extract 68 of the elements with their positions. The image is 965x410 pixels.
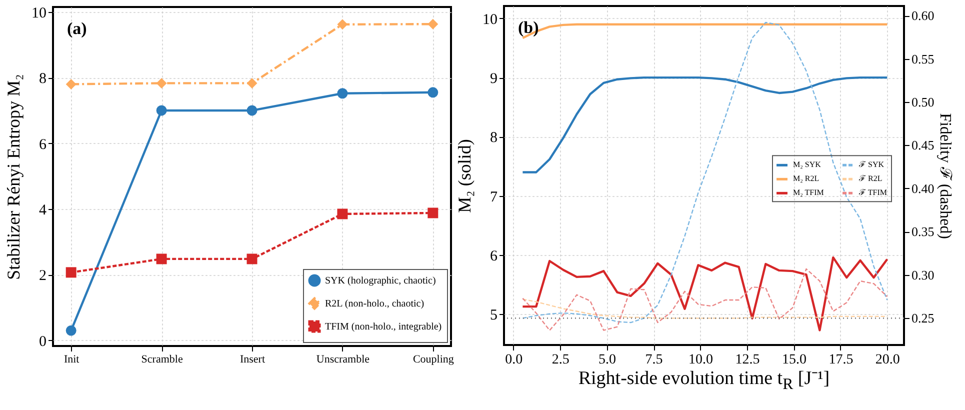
y-tick-label: 5 [490, 308, 498, 324]
x-tick-label: 12.5 [735, 352, 760, 368]
y2-tick-label: 0.50 [912, 94, 934, 110]
x-tick-label: Insert [240, 354, 266, 366]
annotation: (b) [518, 18, 539, 37]
x-tick-label: 2.5 [552, 352, 570, 368]
y-tick-label: 8 [39, 71, 46, 88]
x-tick-label: 20.0 [875, 352, 900, 368]
x-tick-label: 10.0 [688, 352, 714, 368]
y-tick-label: 9 [490, 71, 498, 88]
line-series [522, 76, 888, 174]
x-tick-label: 5.0 [598, 352, 616, 368]
point [66, 325, 76, 336]
point [156, 105, 167, 116]
line-series [522, 256, 888, 332]
legend-label: R2L (non-holo., chaotic) [325, 298, 424, 310]
point [428, 18, 438, 30]
legend-label: ℱ R2L [858, 174, 882, 184]
x-tick-label: Init [64, 354, 80, 366]
point [246, 105, 258, 116]
point [66, 267, 76, 278]
legend-label: ℱ SYK [858, 160, 884, 170]
legend-label: SYK (holographic, chaotic) [325, 276, 436, 286]
y-tick-label: 10 [32, 5, 46, 22]
x-axis-title: Right-side evolution time t$_{R}$ [J⁻¹] [577, 367, 831, 394]
y-axis-title: Stabilizer Rényi Entropy M₂ [4, 74, 24, 280]
x-tick-label: 0.0 [505, 352, 523, 368]
x-tick-label: Coupling [412, 354, 454, 366]
y-tick-label: 8 [490, 130, 498, 146]
y2-tick-label: 0.55 [912, 51, 934, 66]
y2-tick-label: 0.35 [912, 224, 934, 240]
y-tick-label: 7 [490, 189, 498, 206]
point [428, 87, 438, 98]
line-series [522, 298, 888, 319]
x-tick-label: 7.5 [645, 352, 663, 368]
legend-label: M₂ TFIM [793, 188, 824, 198]
y-tick-label: 10 [482, 12, 498, 28]
y2-tick-label: 0.30 [912, 267, 934, 282]
y-tick-label: 0 [39, 334, 46, 350]
legend-label: M₂ SYK [793, 160, 822, 170]
y2-tick-label: 0.45 [912, 138, 934, 153]
point [156, 78, 167, 88]
legend-label: M₂ R2L [793, 174, 820, 184]
y2-axis-title: Fidelity ℱ (dashed) [936, 113, 954, 239]
y-axis-title: M₂ (solid) [454, 139, 474, 213]
point [66, 78, 76, 90]
y2-tick-label: 0.60 [912, 8, 934, 24]
y-tick-label: 4 [39, 202, 47, 219]
point [156, 254, 167, 264]
point [246, 78, 258, 88]
x-tick-label: 17.5 [828, 352, 854, 368]
legend-label: TFIM (non-holo., integrable) [325, 322, 442, 332]
legend-label: ℱ TFIM [858, 188, 887, 198]
y-tick-label: 6 [39, 136, 47, 153]
x-tick-label: Scramble [141, 354, 183, 366]
point [337, 88, 348, 99]
point [428, 208, 438, 218]
annotation: (a) [67, 19, 87, 38]
y2-tick-label: 0.25 [912, 310, 934, 326]
y-tick-label: 2 [39, 268, 46, 284]
x-tick-label: 15.0 [782, 352, 806, 368]
point [246, 254, 258, 264]
point [337, 208, 348, 220]
x-tick-label: Unscramble [316, 354, 370, 366]
y-tick-label: 6 [490, 248, 498, 265]
point [337, 19, 348, 30]
line-series [522, 268, 888, 331]
y2-tick-label: 0.40 [912, 180, 934, 196]
